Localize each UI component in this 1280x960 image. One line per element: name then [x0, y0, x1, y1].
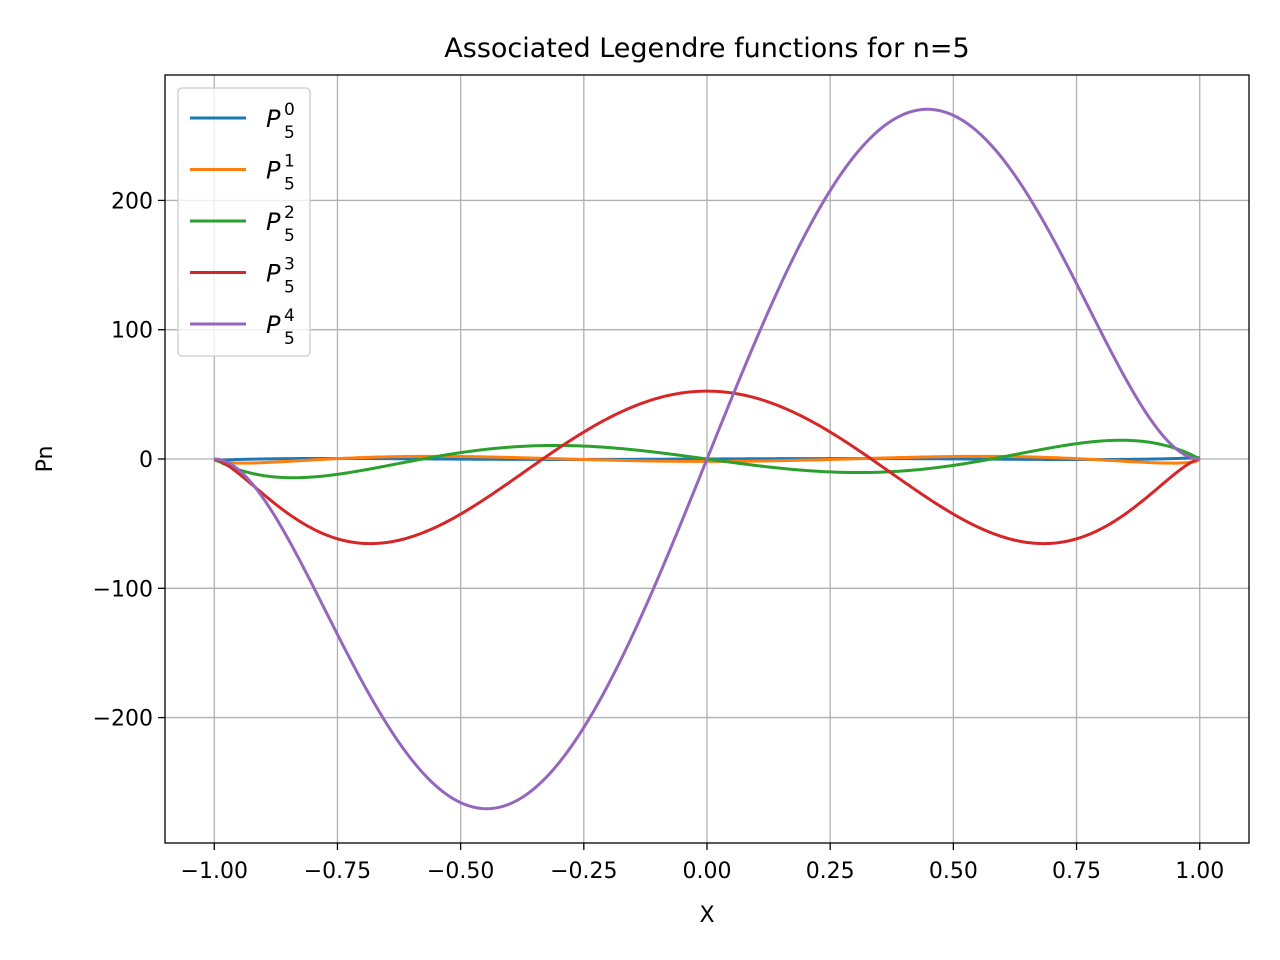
x-tick-label: 1.00	[1175, 859, 1224, 884]
legend-label-subscript: 5	[284, 329, 295, 349]
x-tick-label: −0.50	[427, 859, 494, 884]
legend-label-base: P	[266, 311, 281, 339]
x-tick-label: 0.25	[806, 859, 855, 884]
legend-label-base: P	[266, 208, 281, 236]
legend-label-base: P	[266, 105, 281, 133]
x-axis-label: X	[699, 903, 714, 928]
y-tick-label: 100	[111, 319, 153, 344]
legend-label-superscript: 1	[284, 152, 295, 172]
legend-label-superscript: 4	[284, 306, 295, 326]
legend: P 0 5P 1 5P 2 5P 3 5P 4 5	[177, 87, 311, 357]
y-tick-label: 200	[111, 189, 153, 214]
y-axis-ticks: −200 −100 0 100 200	[93, 189, 165, 732]
series-line-p5-4	[214, 107, 1200, 811]
x-tick-label: −0.25	[550, 859, 617, 884]
legend-label-base: P	[266, 260, 281, 288]
y-axis-label: Pn	[33, 446, 58, 473]
legend-label-base: P	[266, 157, 281, 185]
x-tick-label: 0.75	[1052, 859, 1101, 884]
legend-label-subscript: 5	[284, 278, 295, 298]
y-tick-label: −200	[93, 707, 153, 732]
chart-title: Associated Legendre functions for n=5	[444, 33, 969, 64]
y-tick-label: 0	[139, 448, 153, 473]
y-tick-label: −100	[93, 577, 153, 602]
x-tick-label: 0.50	[929, 859, 978, 884]
legend-label-superscript: 2	[284, 203, 295, 223]
x-tick-label: −0.75	[304, 859, 371, 884]
legend-label-subscript: 5	[284, 175, 295, 195]
legend-label-subscript: 5	[284, 123, 295, 143]
series-lines	[213, 107, 1201, 811]
series-line-p5-3	[213, 389, 1201, 546]
legend-label-subscript: 5	[284, 226, 295, 246]
legend-label-superscript: 3	[284, 255, 295, 275]
legend-label-superscript: 0	[284, 100, 295, 120]
x-axis-ticks: −1.00 −0.75 −0.50 −0.25 0.00 0.25 0.50 0.75 1.00	[181, 843, 1224, 884]
x-tick-label: −1.00	[181, 859, 248, 884]
x-tick-label: 0.00	[683, 859, 732, 884]
